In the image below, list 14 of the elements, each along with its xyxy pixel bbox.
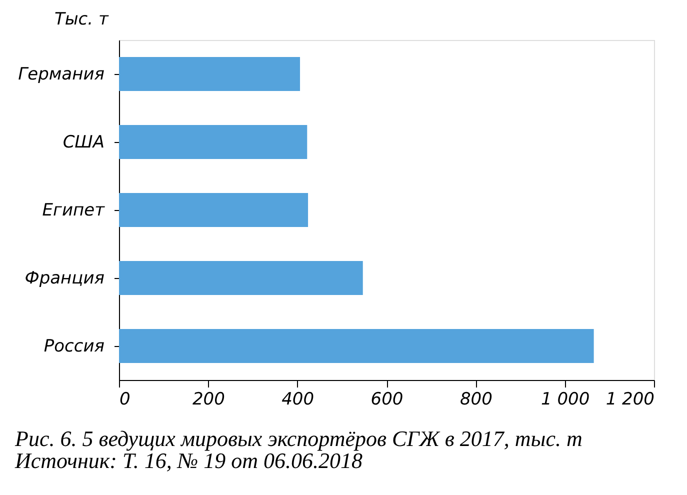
y-tick-label: Россия [44, 336, 104, 356]
y-tick-label: Египет [42, 200, 106, 220]
x-tick-label: 600 [370, 390, 404, 410]
x-tick-label: 400 [282, 390, 314, 410]
text: Рис. 6. 5 ведущих мировых экспортёров СГЖ в 2017, тыс. т [14, 426, 582, 451]
x-tick-label: 800 [460, 390, 492, 410]
x-tick-label: 1 200 [606, 390, 654, 410]
y-tick-label: США [62, 132, 104, 152]
y-tick-label: Германия [18, 64, 104, 84]
y-axis-title: Тыс. т [54, 10, 110, 30]
x-tick-label: 200 [192, 390, 225, 410]
x-tick-label: 0 [120, 390, 130, 410]
y-tick-label: Франция [24, 268, 104, 288]
x-tick-label: 1 000 [540, 390, 590, 410]
